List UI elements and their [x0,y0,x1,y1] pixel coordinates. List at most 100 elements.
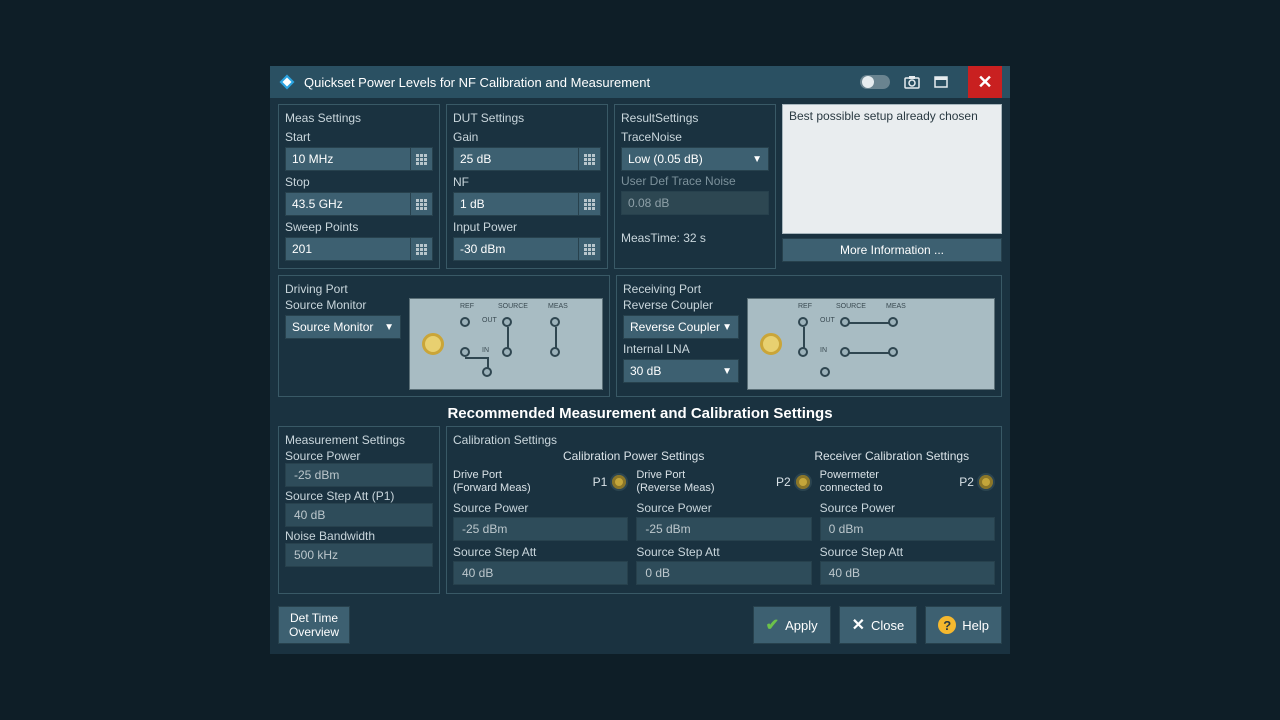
ms-noise-bandwidth-value: 500 kHz [285,543,433,567]
p2-label: P2 [776,475,791,489]
c3-source-power-label: Source Power [820,501,995,515]
calibration-settings-title: Calibration Settings [453,433,995,447]
c2-source-step-att-value: 0 dB [636,561,811,585]
keypad-button[interactable] [411,237,433,261]
gain-input[interactable]: 25 dB [453,147,579,171]
ms-source-step-att-value: 40 dB [285,503,433,527]
port-icon [977,473,995,491]
meas-settings-title: Meas Settings [285,111,433,125]
meas-settings-group: Meas Settings Start 10 MHz Stop 43.5 GHz… [278,104,440,269]
ms-source-step-att-label: Source Step Att (P1) [285,489,433,503]
close-button[interactable]: ✕Close [839,606,918,644]
more-info-button[interactable]: More Information ... [782,238,1002,262]
result-settings-title: ResultSettings [621,111,769,125]
cal-col-reverse: Drive Port (Reverse Meas) P2 Source Power… [636,465,811,587]
chevron-down-icon: ▼ [384,322,394,333]
reverse-coupler-label: Reverse Coupler [623,298,739,312]
port-icon [794,473,812,491]
driving-port-title: Driving Port [285,282,603,296]
cal-col-receiver: Powermeter connected to P2 Source Power 0… [820,465,995,587]
drive-port-forward-label: Drive Port (Forward Meas) [453,469,587,495]
receiving-port-title: Receiving Port [623,282,995,296]
help-icon: ? [938,616,956,634]
help-button[interactable]: ?Help [925,606,1002,644]
drive-port-reverse-label: Drive Port (Reverse Meas) [636,469,770,495]
c1-source-power-label: Source Power [453,501,628,515]
powermeter-connected-label: Powermeter connected to [820,469,954,495]
user-def-trace-noise-label: User Def Trace Noise [621,174,769,188]
recommended-title: Recommended Measurement and Calibration … [278,405,1002,422]
start-label: Start [285,130,433,144]
camera-icon[interactable] [904,75,920,89]
keypad-button[interactable] [579,237,601,261]
trace-noise-select[interactable]: Low (0.05 dB)▼ [621,147,769,171]
titlebar-toggle[interactable] [860,75,890,89]
stop-input[interactable]: 43.5 GHz [285,192,411,216]
p2-label-2: P2 [959,475,974,489]
titlebar: Quickset Power Levels for NF Calibration… [270,66,1010,98]
reverse-coupler-select[interactable]: Reverse Coupler▼ [623,315,739,339]
sweep-points-label: Sweep Points [285,220,433,234]
internal-lna-select[interactable]: 30 dB▼ [623,359,739,383]
source-monitor-select[interactable]: Source Monitor▼ [285,315,401,339]
cal-power-settings-title: Calibration Power Settings [453,449,814,463]
keypad-button[interactable] [579,147,601,171]
info-panel: Best possible setup already chosen More … [782,104,1002,269]
c1-source-step-att-value: 40 dB [453,561,628,585]
trace-noise-label: TraceNoise [621,130,769,144]
source-monitor-label: Source Monitor [285,298,401,312]
apply-button[interactable]: ✔Apply [753,606,831,644]
dut-settings-title: DUT Settings [453,111,601,125]
measurement-settings-title: Measurement Settings [285,433,433,447]
c3-source-step-att-value: 40 dB [820,561,995,585]
driving-port-group: Driving Port Source Monitor Source Monit… [278,275,610,397]
calibration-settings-group: Calibration Settings Calibration Power S… [446,426,1002,594]
c2-source-step-att-label: Source Step Att [636,545,811,559]
keypad-button[interactable] [411,147,433,171]
info-text: Best possible setup already chosen [782,104,1002,234]
det-time-overview-button[interactable]: Det Time Overview [278,606,350,644]
gain-label: Gain [453,130,601,144]
port-icon [610,473,628,491]
input-power-label: Input Power [453,220,601,234]
driving-port-diagram: REF SOURCE MEAS OUT IN [409,298,603,390]
measurement-settings-group: Measurement Settings Source Power -25 dB… [278,426,440,594]
app-logo-icon [278,73,296,91]
dut-settings-group: DUT Settings Gain 25 dB NF 1 dB Input Po… [446,104,608,269]
maximize-icon[interactable] [934,76,948,88]
internal-lna-label: Internal LNA [623,342,739,356]
ms-source-power-label: Source Power [285,449,433,463]
nf-input[interactable]: 1 dB [453,192,579,216]
c2-source-power-value: -25 dBm [636,517,811,541]
receiving-port-group: Receiving Port Reverse Coupler Reverse C… [616,275,1002,397]
c2-source-power-label: Source Power [636,501,811,515]
chevron-down-icon: ▼ [722,322,732,333]
receiver-cal-settings-title: Receiver Calibration Settings [814,449,995,463]
start-input[interactable]: 10 MHz [285,147,411,171]
dialog-window: Quickset Power Levels for NF Calibration… [270,66,1010,654]
chevron-down-icon: ▼ [722,366,732,377]
input-power-input[interactable]: -30 dBm [453,237,579,261]
keypad-button[interactable] [411,192,433,216]
close-window-button[interactable]: ✕ [968,66,1002,98]
chevron-down-icon: ▼ [752,154,762,165]
ms-source-power-value: -25 dBm [285,463,433,487]
close-icon: ✕ [852,615,865,635]
keypad-button[interactable] [579,192,601,216]
c3-source-power-value: 0 dBm [820,517,995,541]
nf-label: NF [453,175,601,189]
p1-label: P1 [593,475,608,489]
stop-label: Stop [285,175,433,189]
c3-source-step-att-label: Source Step Att [820,545,995,559]
cal-col-forward: Drive Port (Forward Meas) P1 Source Power… [453,465,628,587]
result-settings-group: ResultSettings TraceNoise Low (0.05 dB)▼… [614,104,776,269]
c1-source-step-att-label: Source Step Att [453,545,628,559]
meas-time-label: MeasTime: 32 s [621,231,769,245]
user-def-trace-noise-input: 0.08 dB [621,191,769,215]
check-icon: ✔ [766,615,779,635]
c1-source-power-value: -25 dBm [453,517,628,541]
receiving-port-diagram: REF SOURCE MEAS OUT IN [747,298,995,390]
window-title: Quickset Power Levels for NF Calibration… [304,75,860,90]
sweep-points-input[interactable]: 201 [285,237,411,261]
ms-noise-bandwidth-label: Noise Bandwidth [285,529,433,543]
